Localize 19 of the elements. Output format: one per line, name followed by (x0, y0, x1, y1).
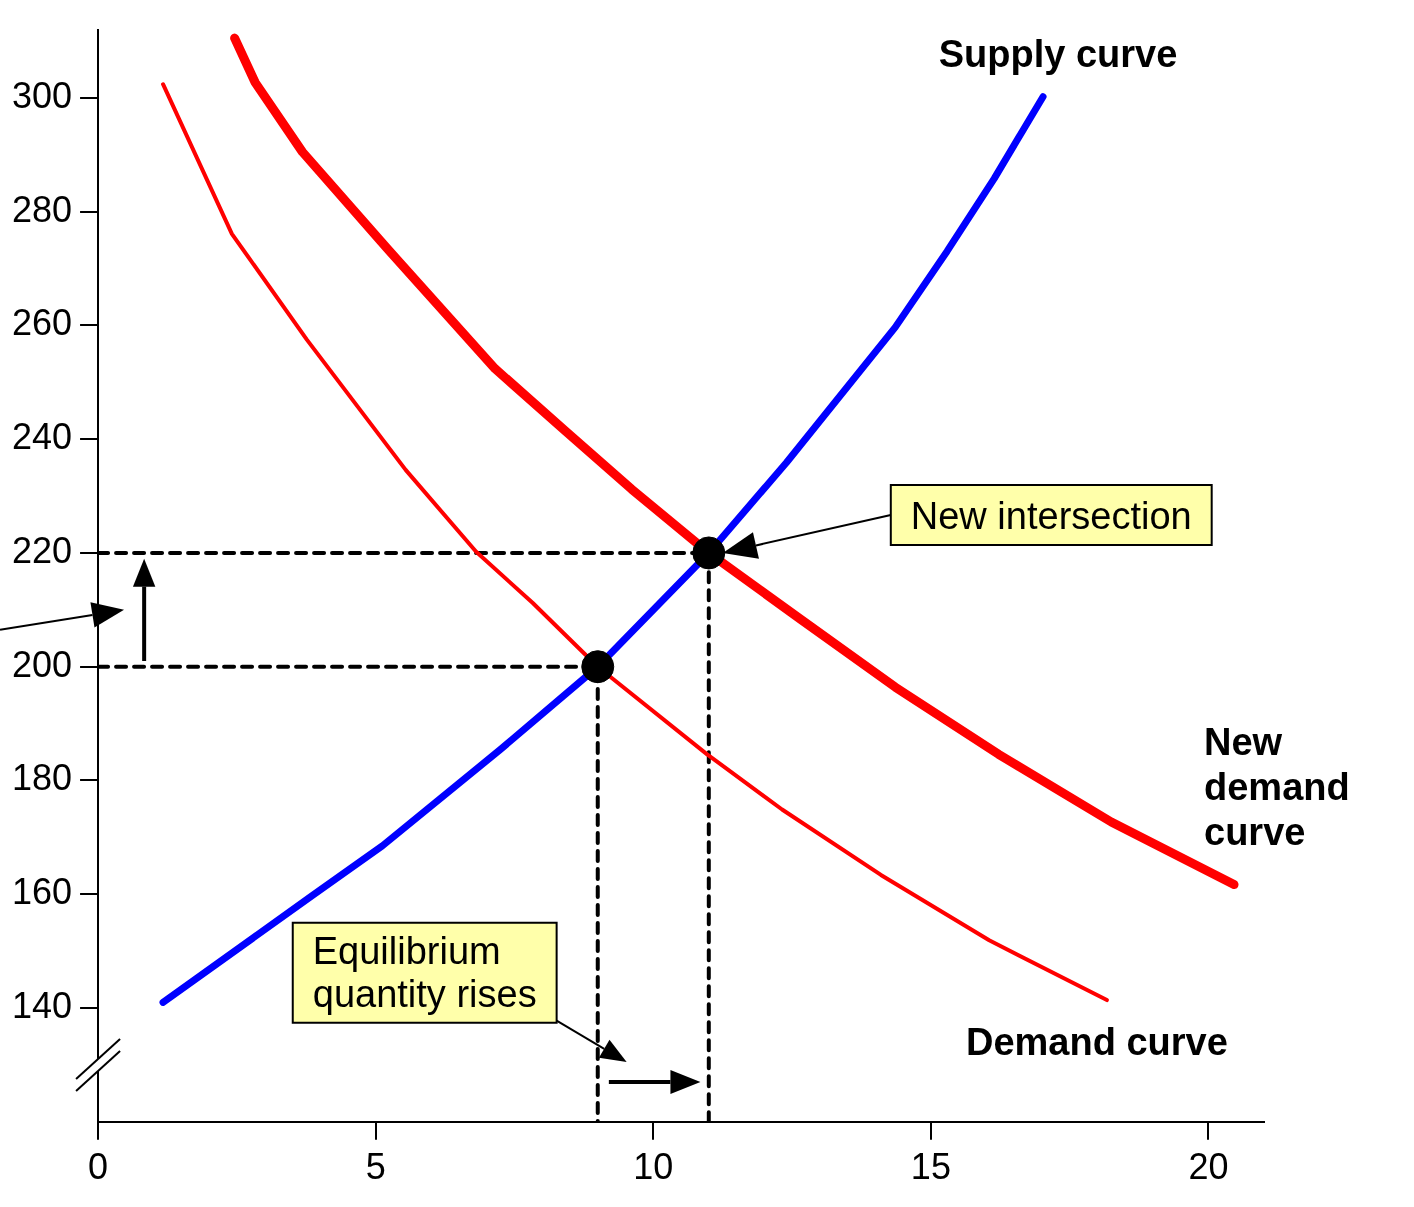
series-label: Supply curve (938, 32, 1178, 75)
series-label: New demand curve (1204, 720, 1350, 853)
x-tick-label: 20 (1188, 1146, 1229, 1188)
x-tick-label: 0 (88, 1146, 109, 1188)
annotation: New intersection (910, 494, 1192, 537)
y-tick-label: 280 (11, 188, 73, 230)
series-label: Demand curve (965, 1021, 1228, 1064)
annotation: Equilibrium quantity rises (312, 929, 537, 1015)
y-tick-label: 140 (11, 984, 73, 1026)
y-tick-label: 220 (11, 529, 73, 571)
x-tick-label: 10 (633, 1146, 674, 1188)
y-tick-label: 200 (11, 643, 73, 685)
x-tick-label: 5 (365, 1146, 386, 1188)
y-tick-label: 260 (11, 302, 73, 344)
y-tick-label: 160 (11, 871, 73, 913)
x-tick-label: 15 (910, 1146, 951, 1188)
y-tick-label: 240 (11, 416, 73, 458)
y-tick-label: 180 (11, 757, 73, 799)
y-tick-label: 300 (11, 74, 73, 116)
